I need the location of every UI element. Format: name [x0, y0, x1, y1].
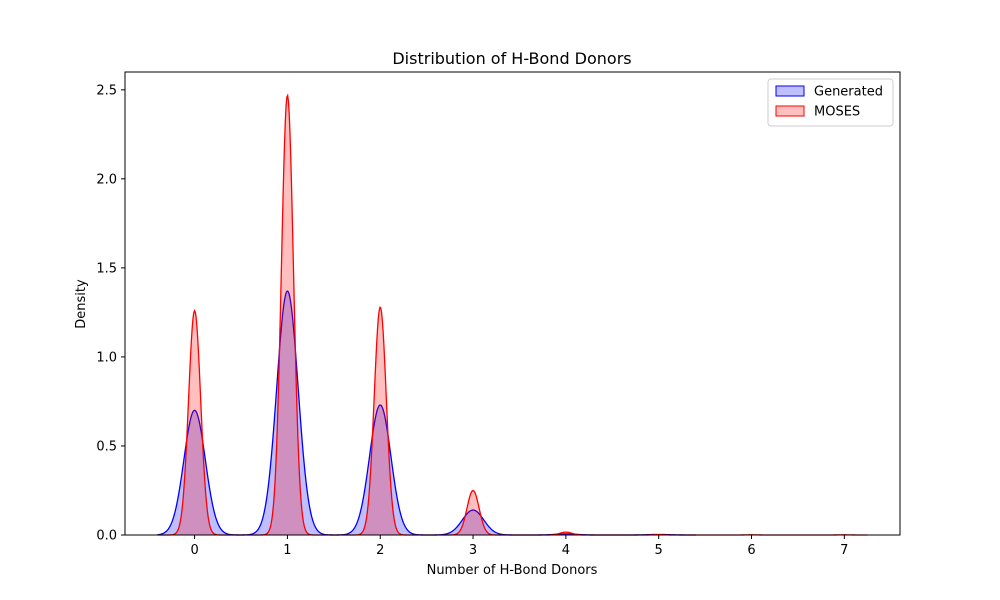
- plot-frame: [124, 71, 901, 536]
- x-tick-label: 6: [747, 543, 755, 558]
- legend: Generated MOSES: [767, 78, 894, 127]
- y-axis-label: Density: [74, 279, 89, 329]
- y-axis: 0.0 0.5 1.0 1.5 2.0 2.5: [96, 83, 125, 544]
- y-tick-label: 1.0: [96, 350, 117, 365]
- y-tick-label: 2.5: [96, 83, 117, 98]
- y-tick-label: 0.0: [96, 529, 117, 544]
- legend-swatch-moses: [775, 105, 805, 117]
- x-tick-label: 2: [376, 543, 384, 558]
- x-tick-label: 5: [655, 543, 663, 558]
- y-tick-label: 0.5: [96, 439, 117, 454]
- legend-box: [767, 78, 894, 127]
- series-area-generated: [157, 291, 696, 535]
- x-tick-label: 4: [562, 543, 570, 558]
- x-tick-label: 0: [190, 543, 198, 558]
- x-tick-label: 7: [840, 543, 848, 558]
- series-line-moses: [157, 93, 868, 536]
- legend-swatch-generated: [775, 85, 805, 97]
- series-area-moses: [157, 95, 868, 535]
- x-tick-label: 1: [283, 543, 291, 558]
- series-line-generated: [157, 290, 696, 536]
- plot-area: [157, 93, 868, 536]
- legend-label-generated: Generated: [814, 85, 883, 100]
- chart-title: Distribution of H-Bond Donors: [392, 49, 631, 68]
- y-tick-label: 2.0: [96, 172, 117, 187]
- x-axis: 0 1 2 3 4 5 6 7: [190, 535, 848, 558]
- legend-label-moses: MOSES: [814, 105, 860, 120]
- x-tick-label: 3: [469, 543, 477, 558]
- x-axis-label: Number of H-Bond Donors: [427, 563, 598, 578]
- y-tick-label: 1.5: [96, 261, 117, 276]
